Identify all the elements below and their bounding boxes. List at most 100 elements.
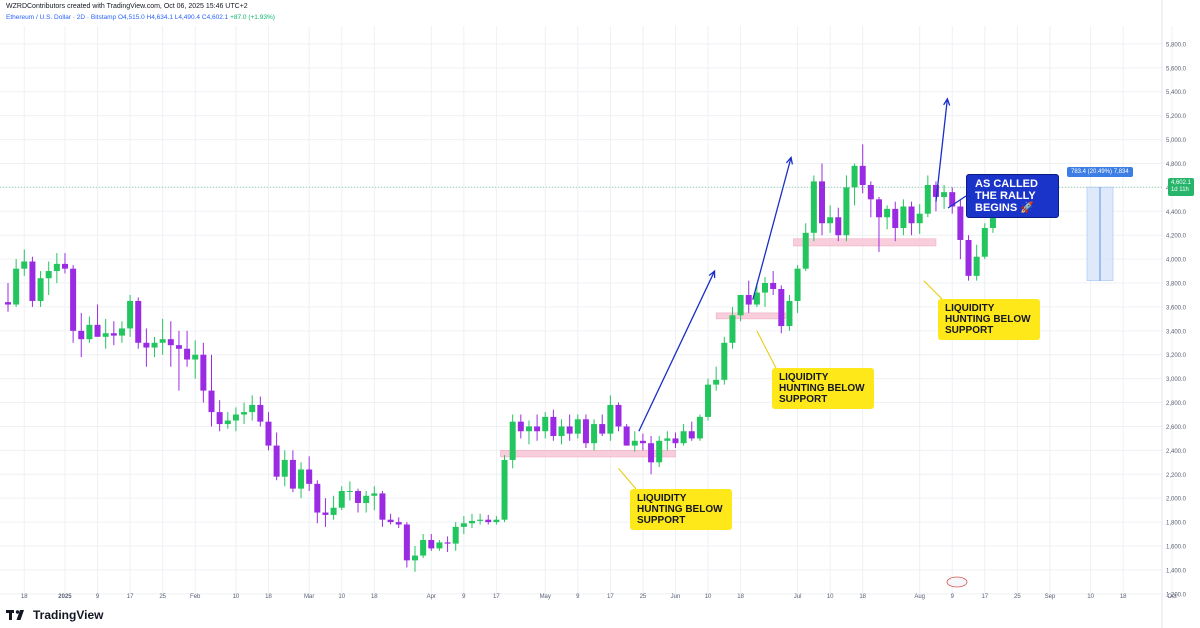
candle-body [949,192,956,207]
candle-body [200,354,207,391]
candle-body [631,440,638,446]
bar-countdown: 1d 11h [1170,187,1189,193]
time-axis[interactable]: <1018202591725Feb1018Mar1018Apr917May917… [0,594,1200,600]
symbol-name[interactable]: Ethereum / U.S. Dollar · 2D · Bitstamp [6,14,117,21]
trend-arrow [638,270,716,432]
candle-body [249,404,256,413]
trend-arrow [752,157,792,300]
candle-body [770,283,777,289]
y-tick-label: 2,400.0 [1166,449,1187,455]
x-tick-label: 10 [338,594,345,600]
y-tick-label: 5,200.0 [1166,114,1187,120]
x-tick-label: 10 [827,594,834,600]
candle-body [680,431,687,444]
candles [5,144,1013,572]
price-axis[interactable]: 1,200.0 1,400.0 1,600.0 1,800.0 2,000.0 2,200… [1161,0,1187,628]
candle-body [420,540,427,556]
tradingview-brand[interactable]: TradingView [6,608,103,622]
candle-body [224,420,231,425]
x-tick-label: May [540,594,551,600]
candle-body [387,519,394,523]
y-tick-label: 4,800.0 [1166,162,1187,168]
candle-body [61,263,68,269]
candle-body [639,440,646,444]
low-value: L4,490.4 [174,14,201,21]
candle-body [192,354,199,360]
candle-body [167,339,174,346]
x-tick-label: Jul [794,594,802,600]
y-tick-label: 2,800.0 [1166,401,1187,407]
candle-body [794,268,801,301]
candle-body [558,426,565,437]
liquidity-note-3[interactable]: LIQUIDITY HUNTING BELOW SUPPORT [938,299,1040,340]
candle-body [53,263,60,272]
candle-body [346,491,353,493]
x-tick-label: 25 [1014,594,1021,600]
candle-body [566,426,573,434]
candle-body [493,519,500,523]
candle-body [241,412,248,415]
candle-body [371,493,378,496]
candle-body [615,404,622,427]
candle-body [289,459,296,489]
x-tick-label: Oct [1167,594,1177,600]
support-zone [500,450,676,458]
liquidity-note-2[interactable]: LIQUIDITY HUNTING BELOW SUPPORT [772,368,874,409]
tradingview-logo-icon [6,610,24,620]
x-tick-label: 9 [462,594,466,600]
support-zone [715,312,786,320]
x-tick-label: Sep [1045,594,1056,600]
y-tick-label: 3,000.0 [1166,377,1187,383]
candle-body [819,181,825,224]
y-tick-label: 5,400.0 [1166,90,1187,96]
candle-body [468,520,475,524]
chart-overlays [0,186,1162,588]
measure-label: 783.4 (20.49%) 7,834 [1067,167,1133,177]
candle-body [623,426,630,446]
y-tick-label: 3,200.0 [1166,353,1187,359]
candle-body [5,302,11,305]
candle-body [29,261,36,301]
y-tick-label: 5,600.0 [1166,66,1187,72]
candle-body [70,268,77,331]
candle-body [688,431,695,439]
candle-body [713,379,720,385]
candle-body [86,324,93,340]
liquidity-note-1[interactable]: LIQUIDITY HUNTING BELOW SUPPORT [630,489,732,530]
candle-body [151,342,158,348]
candle-body [778,288,785,327]
y-tick-label: 1,200.0 [1166,592,1187,598]
candle-body [827,217,834,224]
x-tick-label: 25 [159,594,166,600]
candle-body [932,184,939,197]
candle-body [924,184,931,214]
candle-body [753,292,760,305]
y-tick-label: 1,400.0 [1166,568,1187,574]
candle-body [322,512,329,515]
open-value: O4,515.0 [117,14,145,21]
y-tick-label: 3,800.0 [1166,282,1187,288]
candle-body [574,419,581,434]
candle-body [110,333,117,336]
candle-body [159,339,166,343]
x-tick-label: 17 [981,594,988,600]
candle-body [892,208,899,229]
close-value: C4,602.1 [201,14,229,21]
x-tick-label: Apr [427,594,436,600]
y-tick-label: 4,200.0 [1166,234,1187,240]
candle-body [810,181,817,233]
rally-note[interactable]: AS CALLED THE RALLY BEGINS 🚀 [966,174,1059,218]
candle-body [509,421,516,460]
event-badge-icon [946,576,968,588]
candle-body [485,519,492,523]
candle-body [13,268,20,305]
support-zone [793,238,937,247]
candle-body [281,459,288,477]
candle-body [664,438,671,441]
candle-body [127,300,134,329]
support-zones [500,238,937,458]
candle-body [135,300,142,343]
x-tick-label: Feb [190,594,201,600]
candle-body [591,424,598,444]
